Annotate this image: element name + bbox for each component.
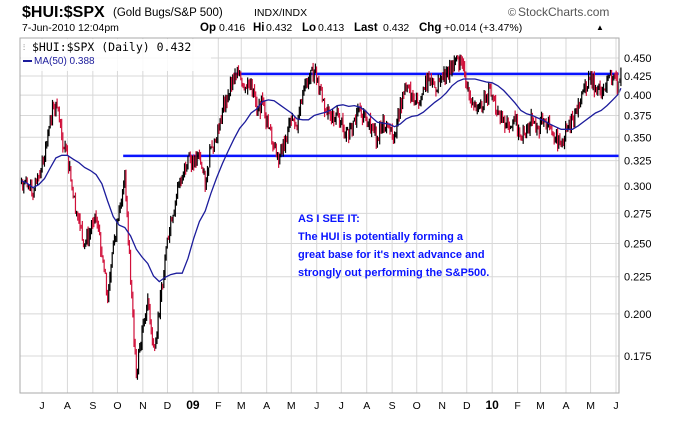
y-tick-label: 0.175 bbox=[624, 351, 652, 363]
y-tick-label: 0.275 bbox=[624, 208, 652, 220]
x-tick-label: 10 bbox=[486, 398, 500, 412]
up-arrow-icon: ▲ bbox=[596, 23, 604, 32]
x-tick-label: J bbox=[39, 400, 44, 412]
x-tick-label: 09 bbox=[186, 398, 200, 412]
last-label: Last bbox=[354, 22, 378, 34]
x-tick-label: M bbox=[536, 400, 545, 412]
x-tick-label: O bbox=[113, 400, 121, 412]
x-tick-label: M bbox=[287, 400, 296, 412]
high-value: 0.432 bbox=[266, 22, 292, 34]
legend-ma: MA(50) 0.388 bbox=[34, 56, 95, 67]
change-label: Chg bbox=[419, 22, 441, 34]
y-tick-label: 0.200 bbox=[624, 309, 652, 321]
x-tick-label: M bbox=[237, 400, 246, 412]
symbol-description: (Gold Bugs/S&P 500) bbox=[113, 7, 223, 19]
x-tick-label: S bbox=[89, 400, 96, 412]
x-tick-label: D bbox=[463, 400, 471, 412]
annotation-line: AS I SEE IT: bbox=[298, 213, 360, 225]
plot-border bbox=[19, 37, 620, 394]
stockcharts-logo: StockCharts.com bbox=[518, 5, 609, 19]
x-tick-label: N bbox=[139, 400, 147, 412]
x-axis: J A S O N D 09 F M A M J J A S O N D 10 F M A M J bbox=[39, 398, 618, 412]
last-value: 0.432 bbox=[383, 22, 409, 34]
annotation-line: strongly out performing the S&P500. bbox=[298, 267, 489, 279]
legend-background bbox=[21, 39, 211, 71]
quote-summary: Op 0.416 Hi 0.432 Lo 0.413 Last 0.432 Ch… bbox=[200, 22, 604, 34]
y-tick-label: 0.400 bbox=[624, 90, 652, 102]
x-tick-label: D bbox=[164, 400, 172, 412]
y-axis: 0.450 0.425 0.400 0.375 0.350 0.325 0.300 0.275… bbox=[624, 53, 652, 363]
x-tick-label: N bbox=[438, 400, 446, 412]
change-value: +0.014 (+3.47%) bbox=[444, 22, 522, 34]
x-tick-label: O bbox=[413, 400, 421, 412]
y-tick-label: 0.375 bbox=[624, 111, 652, 123]
y-tick-label: 0.425 bbox=[624, 71, 652, 83]
open-label: Op bbox=[200, 22, 216, 34]
stockcharts-logo-symbol: © bbox=[508, 7, 516, 19]
x-tick-label: A bbox=[64, 400, 71, 412]
ma50-line bbox=[21, 78, 622, 283]
low-label: Lo bbox=[302, 22, 316, 34]
x-tick-label: S bbox=[389, 400, 396, 412]
annotation: AS I SEE IT: The HUI is potentially form… bbox=[298, 213, 489, 279]
bar-chart-icon: ⫶ bbox=[23, 43, 25, 52]
annotation-line: The HUI is potentially forming a bbox=[298, 231, 464, 243]
y-tick-label: 0.450 bbox=[624, 53, 652, 65]
y-tick-label: 0.325 bbox=[624, 156, 652, 168]
grid bbox=[20, 38, 619, 393]
x-tick-label: A bbox=[263, 400, 270, 412]
y-tick-label: 0.225 bbox=[624, 272, 652, 284]
x-tick-label: J bbox=[339, 400, 344, 412]
x-tick-label: A bbox=[562, 400, 569, 412]
symbol-title: $HUI:$SPX bbox=[22, 4, 105, 21]
x-tick-label: J bbox=[314, 400, 319, 412]
y-tick-label: 0.350 bbox=[624, 132, 652, 144]
exchange-label: INDX/INDX bbox=[254, 7, 307, 19]
x-tick-label: M bbox=[586, 400, 595, 412]
price-bars bbox=[20, 54, 622, 380]
low-value: 0.413 bbox=[318, 22, 344, 34]
legend-price: $HUI:$SPX (Daily) 0.432 bbox=[32, 40, 191, 54]
y-tick-label: 0.300 bbox=[624, 181, 652, 193]
datetime: 7-Jun-2010 12:04pm bbox=[22, 22, 119, 34]
open-value: 0.416 bbox=[219, 22, 245, 34]
y-tick-label: 0.250 bbox=[624, 238, 652, 250]
annotation-line: great base for it's next advance and bbox=[298, 249, 485, 261]
x-tick-label: A bbox=[363, 400, 370, 412]
high-label: Hi bbox=[253, 22, 265, 34]
x-tick-label: F bbox=[215, 400, 221, 412]
x-tick-label: F bbox=[514, 400, 520, 412]
x-tick-label: J bbox=[613, 400, 618, 412]
